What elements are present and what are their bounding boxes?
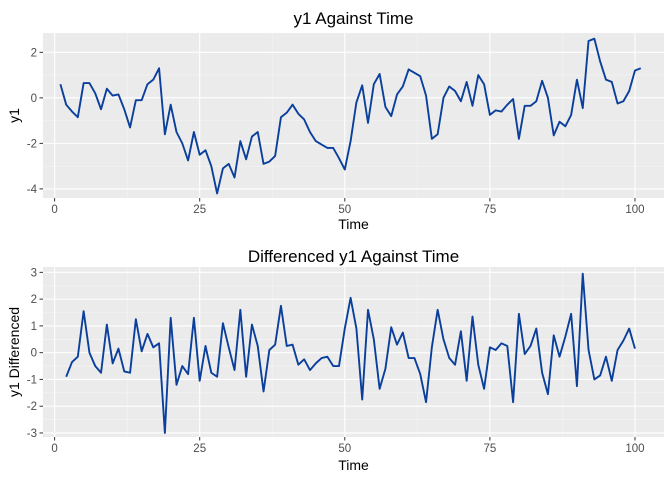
top-chart-x-tick-label: 25 (193, 204, 206, 216)
bottom-chart-x-tick-label: 50 (338, 443, 351, 455)
top-chart-y-tick-label: -4 (27, 184, 38, 196)
top-chart-title: y1 Against Time (293, 9, 413, 28)
bottom-chart-panel (43, 267, 664, 437)
bottom-chart-x-tick-label: 75 (483, 443, 496, 455)
top-chart: 0 25 50 75 100 -4 -2 0 2 y1 Against Time Time y1 (6, 9, 664, 232)
bottom-chart-x-tick-label: 100 (625, 443, 644, 455)
bottom-chart-y-tick-label: 3 (31, 267, 37, 279)
bottom-chart-series-line (65, 272, 636, 434)
bottom-chart-x-tick-label: 25 (193, 443, 206, 455)
top-chart-x-tick-label: 0 (51, 204, 57, 216)
bottom-chart-title: Differenced y1 Against Time (248, 247, 459, 266)
bottom-chart-y-axis-title: y1 Differenced (6, 307, 22, 397)
bottom-chart-y-tick-label: -1 (27, 374, 37, 386)
bottom-chart-y-tick-label: -2 (27, 401, 37, 413)
bottom-chart-y-tick-label: 1 (31, 321, 37, 333)
top-chart-y-axis-title: y1 (6, 108, 22, 123)
bottom-chart-ticks: 0 25 50 75 100 -3 -2 -1 0 1 2 3 (27, 267, 645, 455)
top-chart-y-tick-label: -2 (27, 138, 37, 150)
top-chart-y-tick-label: 2 (31, 47, 37, 59)
top-chart-y-tick-label: 0 (31, 93, 37, 105)
top-chart-x-tick-label: 100 (625, 204, 644, 216)
bottom-chart-x-axis-title: Time (338, 457, 369, 473)
top-chart-x-tick-label: 75 (483, 204, 496, 216)
bottom-chart-y-tick-label: 2 (31, 294, 37, 306)
bottom-chart-y-tick-label: 0 (31, 348, 37, 360)
top-chart-series-line (59, 37, 642, 195)
top-chart-x-tick-label: 50 (338, 204, 351, 216)
top-chart-x-axis-title: Time (338, 216, 369, 232)
bottom-chart-y-tick-label: -3 (27, 428, 37, 440)
bottom-chart-x-tick-label: 0 (51, 443, 57, 455)
bottom-chart: 0 25 50 75 100 -3 -2 -1 0 1 2 3 Differenced y1 Agai… (6, 247, 664, 473)
top-chart-ticks: 0 25 50 75 100 -4 -2 0 2 (27, 47, 645, 216)
